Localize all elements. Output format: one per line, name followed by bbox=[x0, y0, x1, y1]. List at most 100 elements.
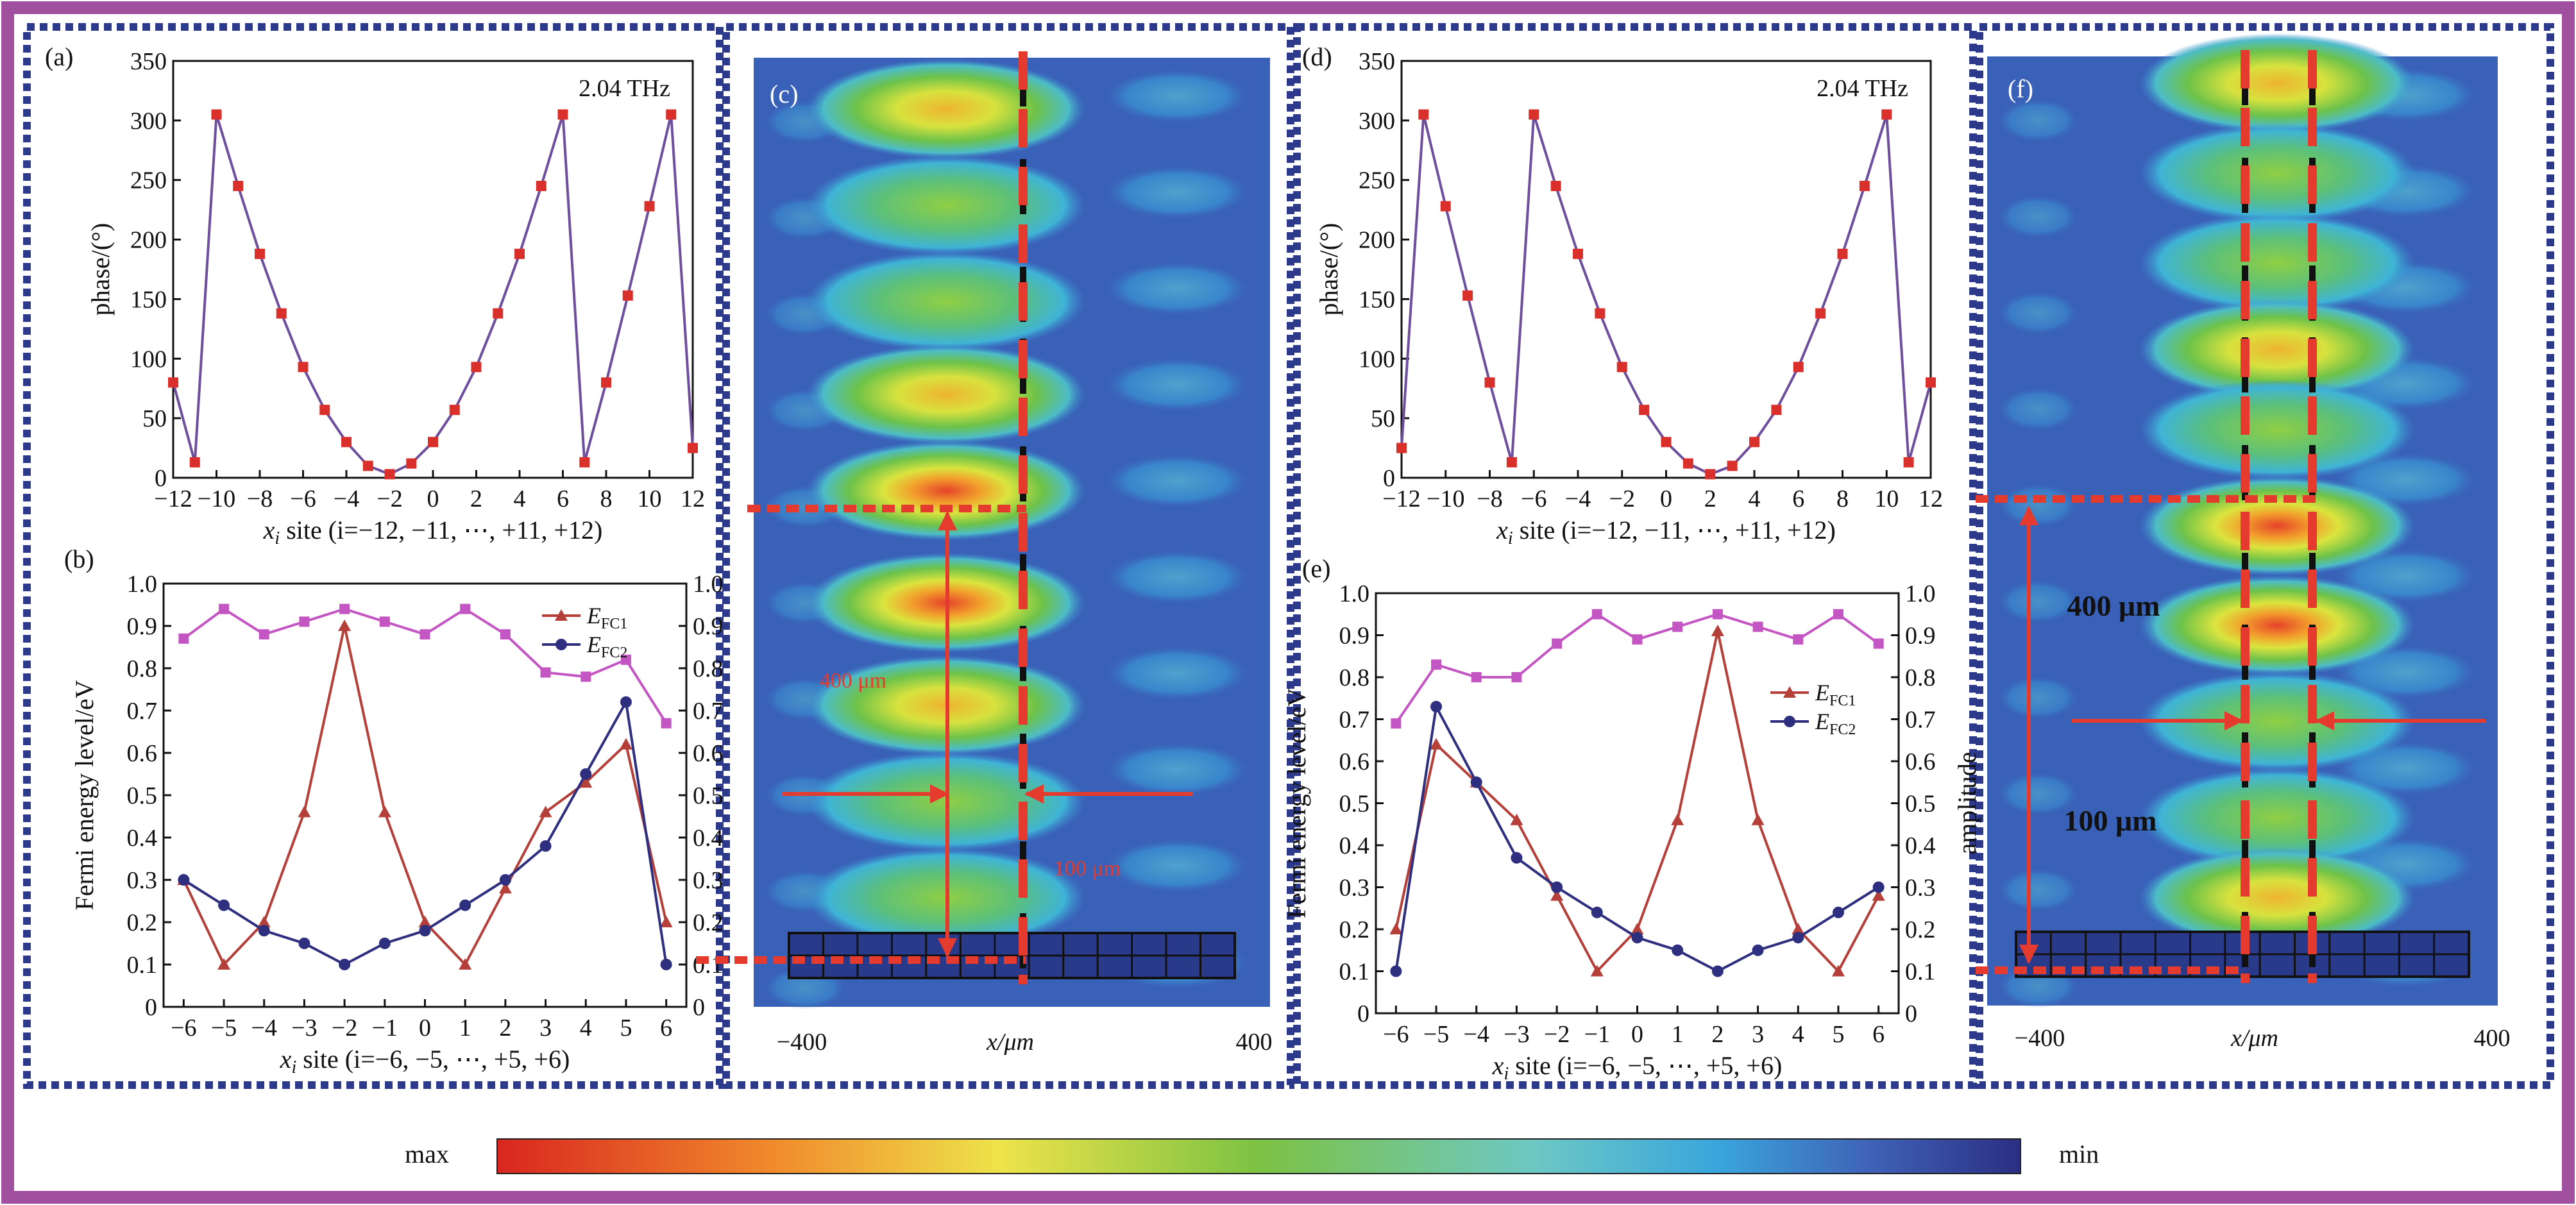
field-focal-lobe bbox=[806, 251, 1086, 351]
x-tick-label: 1 bbox=[1672, 1021, 1684, 1048]
phase-point bbox=[362, 460, 373, 471]
efc2-point bbox=[218, 899, 230, 911]
panel-label-d: (d) bbox=[1302, 42, 1332, 71]
y2-tick-label: 0.5 bbox=[693, 782, 724, 809]
panel-label-c: (c) bbox=[770, 80, 798, 108]
efc2-point bbox=[378, 938, 391, 949]
x-tick-label: −12 bbox=[1382, 485, 1420, 512]
x-tick-label: 0 bbox=[419, 1015, 431, 1041]
efc2-point bbox=[1511, 852, 1523, 864]
y-axis-label: Fermi energy level/eV bbox=[70, 680, 99, 910]
xlabel-x: x bbox=[263, 516, 275, 544]
y-tick-label: 50 bbox=[1371, 405, 1395, 432]
x-tick-label: −4 bbox=[334, 485, 359, 512]
phase-point bbox=[168, 377, 178, 388]
x-tick-label: 5 bbox=[620, 1015, 632, 1041]
x-tick-label: −400 bbox=[777, 1029, 827, 1056]
efc2-point bbox=[258, 925, 270, 937]
series-line bbox=[1394, 630, 1880, 973]
x-tick-label: −5 bbox=[1423, 1021, 1449, 1048]
efc2-point bbox=[1591, 906, 1603, 918]
phase-point bbox=[428, 437, 438, 448]
x-tick-label: 6 bbox=[1792, 485, 1804, 512]
field-side-wave bbox=[1997, 291, 2080, 335]
field-side-wave bbox=[1105, 646, 1250, 700]
phase-point bbox=[471, 362, 482, 373]
phase-point bbox=[255, 248, 265, 259]
x-tick-label: 8 bbox=[600, 485, 613, 512]
y2-tick-label: 0.6 bbox=[1905, 748, 1936, 775]
legend-label: EFC1 bbox=[1815, 680, 1856, 709]
phase-point bbox=[666, 109, 677, 120]
efc1-point bbox=[418, 916, 432, 927]
legend-sub: FC2 bbox=[1829, 721, 1856, 738]
x-axis-label: xi site (i=−6, −5, ⋯, +5, +6) bbox=[280, 1045, 570, 1077]
field-side-wave bbox=[1105, 165, 1250, 219]
xlabel-sub: i bbox=[1508, 528, 1513, 548]
amplitude-point bbox=[219, 603, 230, 614]
amplitude-point bbox=[419, 629, 430, 640]
xlabel-sub: i bbox=[1504, 1064, 1509, 1084]
field-map-f: (f) 400 μm 100 μm −400 x/μm 400 bbox=[1976, 33, 2511, 1052]
field-focal-lobe bbox=[806, 155, 1086, 255]
y-tick-label: 0.6 bbox=[1339, 748, 1370, 775]
y-tick-label: 0.7 bbox=[1339, 707, 1370, 734]
phase-point bbox=[1682, 458, 1693, 469]
x-tick-label: −8 bbox=[247, 485, 273, 512]
xlabel-x: x bbox=[1496, 516, 1508, 544]
panel-border-de bbox=[1293, 23, 1977, 1089]
phase-point bbox=[1616, 362, 1627, 373]
chart-fermi-b: (b) −6 −5 −4 −3 −2 −1 0 1 2 3 4 5 600.10.20.30.40.50… bbox=[64, 544, 724, 1077]
phase-point bbox=[276, 308, 287, 319]
y-axis-label: Fermi energy level/eV bbox=[1282, 688, 1311, 918]
legend-label: EFC2 bbox=[586, 632, 627, 661]
y-tick-label: 300 bbox=[130, 108, 167, 135]
y-tick-label: 0.5 bbox=[127, 782, 158, 809]
y2-tick-label: 0.7 bbox=[693, 698, 724, 725]
phase-point bbox=[1639, 405, 1650, 416]
phase-point bbox=[579, 457, 590, 468]
y-tick-label: 200 bbox=[130, 227, 167, 254]
legend-main: E bbox=[1815, 709, 1829, 734]
legend-marker bbox=[555, 639, 567, 650]
phase-line bbox=[1400, 114, 1932, 476]
phase-point bbox=[449, 405, 460, 416]
efc2-point bbox=[1631, 932, 1643, 944]
x-tick-label: 2 bbox=[499, 1015, 511, 1041]
phase-point bbox=[341, 437, 352, 448]
phase-point bbox=[622, 290, 633, 301]
panel-label-b: (b) bbox=[64, 544, 94, 573]
y-tick-label: 0.9 bbox=[127, 613, 158, 640]
y-axis-label: phase/(°) bbox=[86, 223, 115, 316]
y-tick-label: 1.0 bbox=[127, 571, 158, 598]
y2-tick-label: 0.4 bbox=[693, 825, 724, 852]
y2-tick-label: 0.5 bbox=[1905, 791, 1936, 818]
x-tick-label: −6 bbox=[171, 1015, 196, 1041]
efc1-point bbox=[1510, 813, 1523, 825]
y-tick-label: 250 bbox=[1359, 167, 1395, 194]
y2-axis-label: amplitude bbox=[1953, 752, 1981, 855]
x-tick-label: 4 bbox=[1749, 485, 1761, 512]
phase-line bbox=[172, 114, 694, 476]
x-axis-label: xi site (i=−6, −5, ⋯, +5, +6) bbox=[1492, 1051, 1783, 1084]
phase-point bbox=[644, 201, 655, 212]
x-tick-label: 12 bbox=[681, 485, 705, 512]
y-tick-label: 350 bbox=[130, 48, 167, 75]
x-tick-label: −2 bbox=[1609, 485, 1635, 512]
x-axis-label: x/μm bbox=[986, 1029, 1034, 1056]
plot-frame bbox=[172, 60, 694, 479]
x-tick-label: 2 bbox=[470, 485, 482, 512]
colorbar-max-label: max bbox=[405, 1140, 449, 1168]
y-tick-label: 0 bbox=[1357, 1000, 1369, 1027]
amplitude-point bbox=[1591, 609, 1602, 619]
legend-marker bbox=[1783, 686, 1796, 698]
x-tick-label: −8 bbox=[1477, 485, 1502, 512]
efc1-point bbox=[1831, 965, 1845, 977]
phase-point bbox=[688, 442, 698, 453]
frequency-annotation: 2.04 THz bbox=[579, 75, 670, 102]
phase-point bbox=[298, 362, 309, 373]
panel-label-a: (a) bbox=[45, 42, 73, 71]
x-tick-label: −10 bbox=[198, 485, 235, 512]
x-axis-label: xi site (i=−12, −11, ⋯, +11, +12) bbox=[263, 516, 603, 548]
efc1-point bbox=[459, 958, 472, 970]
